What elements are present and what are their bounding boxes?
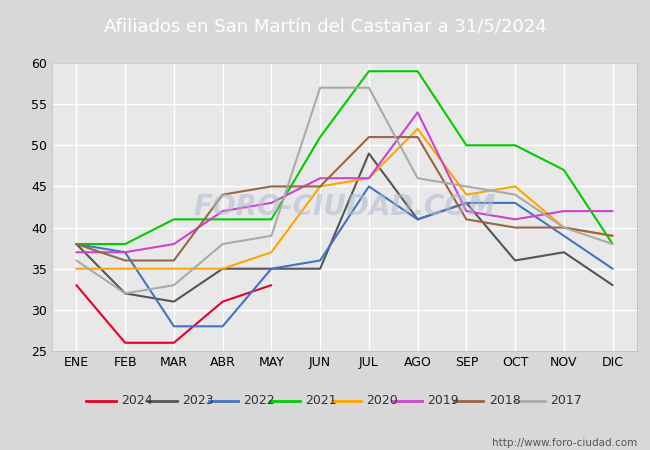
Text: 2024: 2024 [121, 394, 153, 407]
Text: 2018: 2018 [489, 394, 521, 407]
Text: 2021: 2021 [305, 394, 337, 407]
Text: 2020: 2020 [366, 394, 398, 407]
Text: 2017: 2017 [550, 394, 582, 407]
Text: 2023: 2023 [182, 394, 214, 407]
Text: 2022: 2022 [244, 394, 275, 407]
Text: FORO-CIUDAD.COM: FORO-CIUDAD.COM [193, 193, 496, 221]
Text: Afiliados en San Martín del Castañar a 31/5/2024: Afiliados en San Martín del Castañar a 3… [103, 18, 547, 36]
Text: http://www.foro-ciudad.com: http://www.foro-ciudad.com [492, 438, 637, 448]
Text: 2019: 2019 [428, 394, 459, 407]
